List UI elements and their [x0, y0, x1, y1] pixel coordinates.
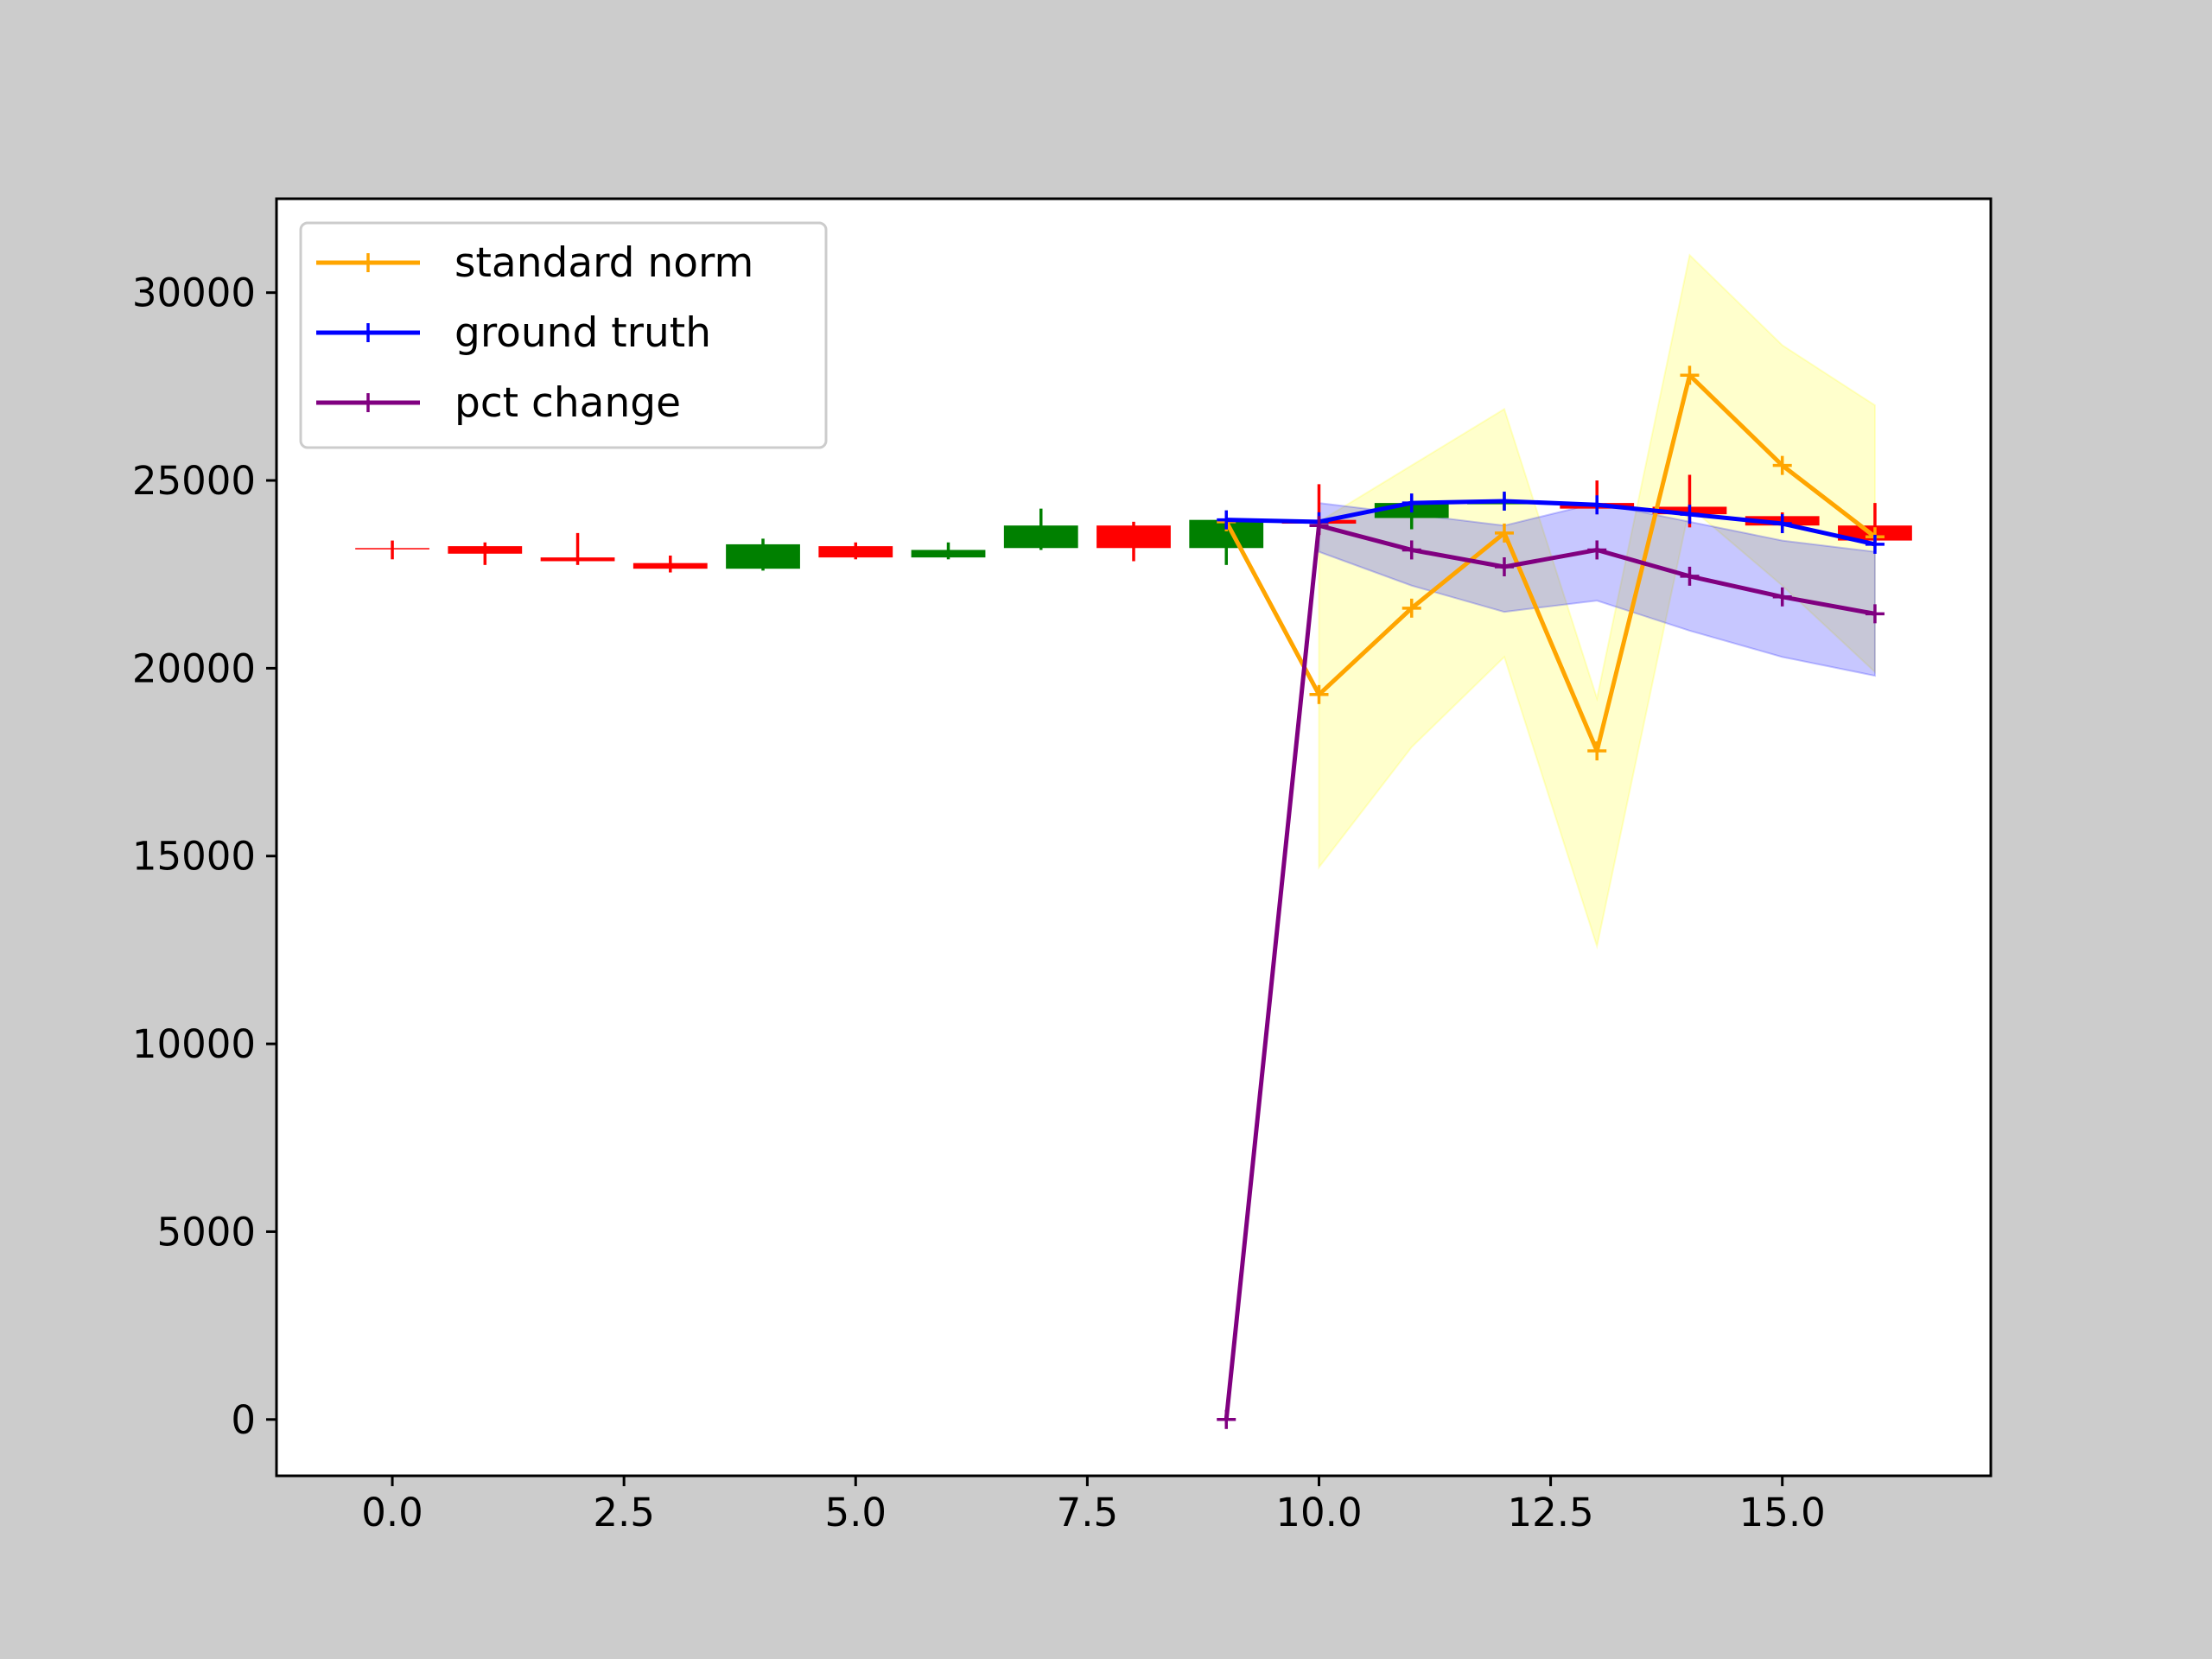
- data-point: [1587, 495, 1607, 515]
- legend-label: ground truth: [454, 309, 711, 357]
- candlestick-8: [1096, 521, 1171, 562]
- candlestick-6: [911, 542, 986, 560]
- data-point: [1309, 684, 1329, 704]
- confidence-bands: [1318, 253, 1876, 950]
- data-point: [1587, 741, 1607, 761]
- series-line: [1224, 523, 1876, 1421]
- data-point: [1772, 455, 1792, 475]
- data-point: [1494, 523, 1514, 543]
- legend-entry: pct change: [316, 379, 681, 427]
- candlestick-4: [726, 538, 800, 571]
- data-point: [1587, 540, 1607, 560]
- data-point: [1680, 566, 1700, 586]
- y-tick-label: 5000: [156, 1209, 256, 1255]
- series-pct-change: [1217, 516, 1885, 1429]
- data-point: [1680, 365, 1700, 385]
- data-point: [1217, 510, 1236, 530]
- data-point: [1217, 1409, 1236, 1429]
- series-lines: [1217, 365, 1885, 1429]
- data-point: [1402, 493, 1421, 513]
- data-point: [1680, 505, 1700, 524]
- candlestick-1: [448, 542, 523, 565]
- x-axis-ticks: 0.0 2.5 5.0 7.5 10.0 12.5 15.0: [361, 1476, 1826, 1535]
- candlestick-body: [1096, 525, 1171, 549]
- x-tick-label: 15.0: [1739, 1490, 1826, 1535]
- legend: standard norm ground truth pct change: [299, 221, 828, 449]
- x-tick-label: 10.0: [1275, 1490, 1362, 1535]
- data-point: [1402, 540, 1421, 560]
- legend-entry: standard norm: [316, 239, 753, 287]
- legend-label: pct change: [454, 379, 681, 427]
- candlestick-2: [540, 532, 615, 565]
- candlestick-body: [540, 557, 615, 562]
- series-line: [1224, 372, 1877, 753]
- data-point: [1494, 557, 1514, 577]
- candlestick-0: [355, 540, 429, 560]
- candlestick-3: [632, 555, 708, 573]
- legend-box: [299, 221, 828, 449]
- y-tick-label: 10000: [132, 1021, 256, 1067]
- y-tick-label: 30000: [132, 270, 256, 316]
- data-point: [1494, 491, 1514, 511]
- y-tick-label: 25000: [132, 458, 256, 504]
- x-tick-label: 5.0: [824, 1490, 887, 1535]
- legend-entry: ground truth: [316, 309, 711, 357]
- candlestick-body: [632, 563, 708, 569]
- y-axis-ticks: 0 5000 10000 15000 20000 25000 30000: [132, 270, 276, 1443]
- candlestick-body: [911, 550, 986, 558]
- x-tick-label: 2.5: [593, 1490, 655, 1535]
- candlestick-5: [818, 542, 893, 560]
- axes-frame: [275, 197, 1993, 1478]
- y-tick-label: 0: [231, 1397, 256, 1443]
- x-tick-label: 7.5: [1057, 1490, 1119, 1535]
- candlestick-7: [1003, 508, 1078, 550]
- candlestick-body: [1003, 525, 1078, 549]
- x-tick-label: 0.0: [361, 1490, 423, 1535]
- x-tick-label: 12.5: [1507, 1490, 1593, 1535]
- legend-label: standard norm: [454, 239, 753, 287]
- band-1: [1318, 501, 1876, 677]
- data-point: [1772, 514, 1792, 534]
- y-tick-label: 15000: [132, 834, 256, 880]
- candlestick-body: [355, 548, 429, 550]
- band-0: [1318, 253, 1876, 950]
- data-point: [1772, 587, 1792, 607]
- data-point: [1865, 534, 1885, 554]
- series-ground-truth: [1217, 491, 1885, 554]
- data-point: [1309, 516, 1329, 536]
- y-tick-label: 20000: [132, 645, 256, 691]
- candlestick-body: [726, 543, 800, 569]
- candlestick-body: [818, 546, 893, 558]
- data-point: [1402, 598, 1421, 618]
- series-line: [1226, 499, 1876, 547]
- candlestick-body: [448, 546, 523, 554]
- data-point: [1865, 604, 1885, 624]
